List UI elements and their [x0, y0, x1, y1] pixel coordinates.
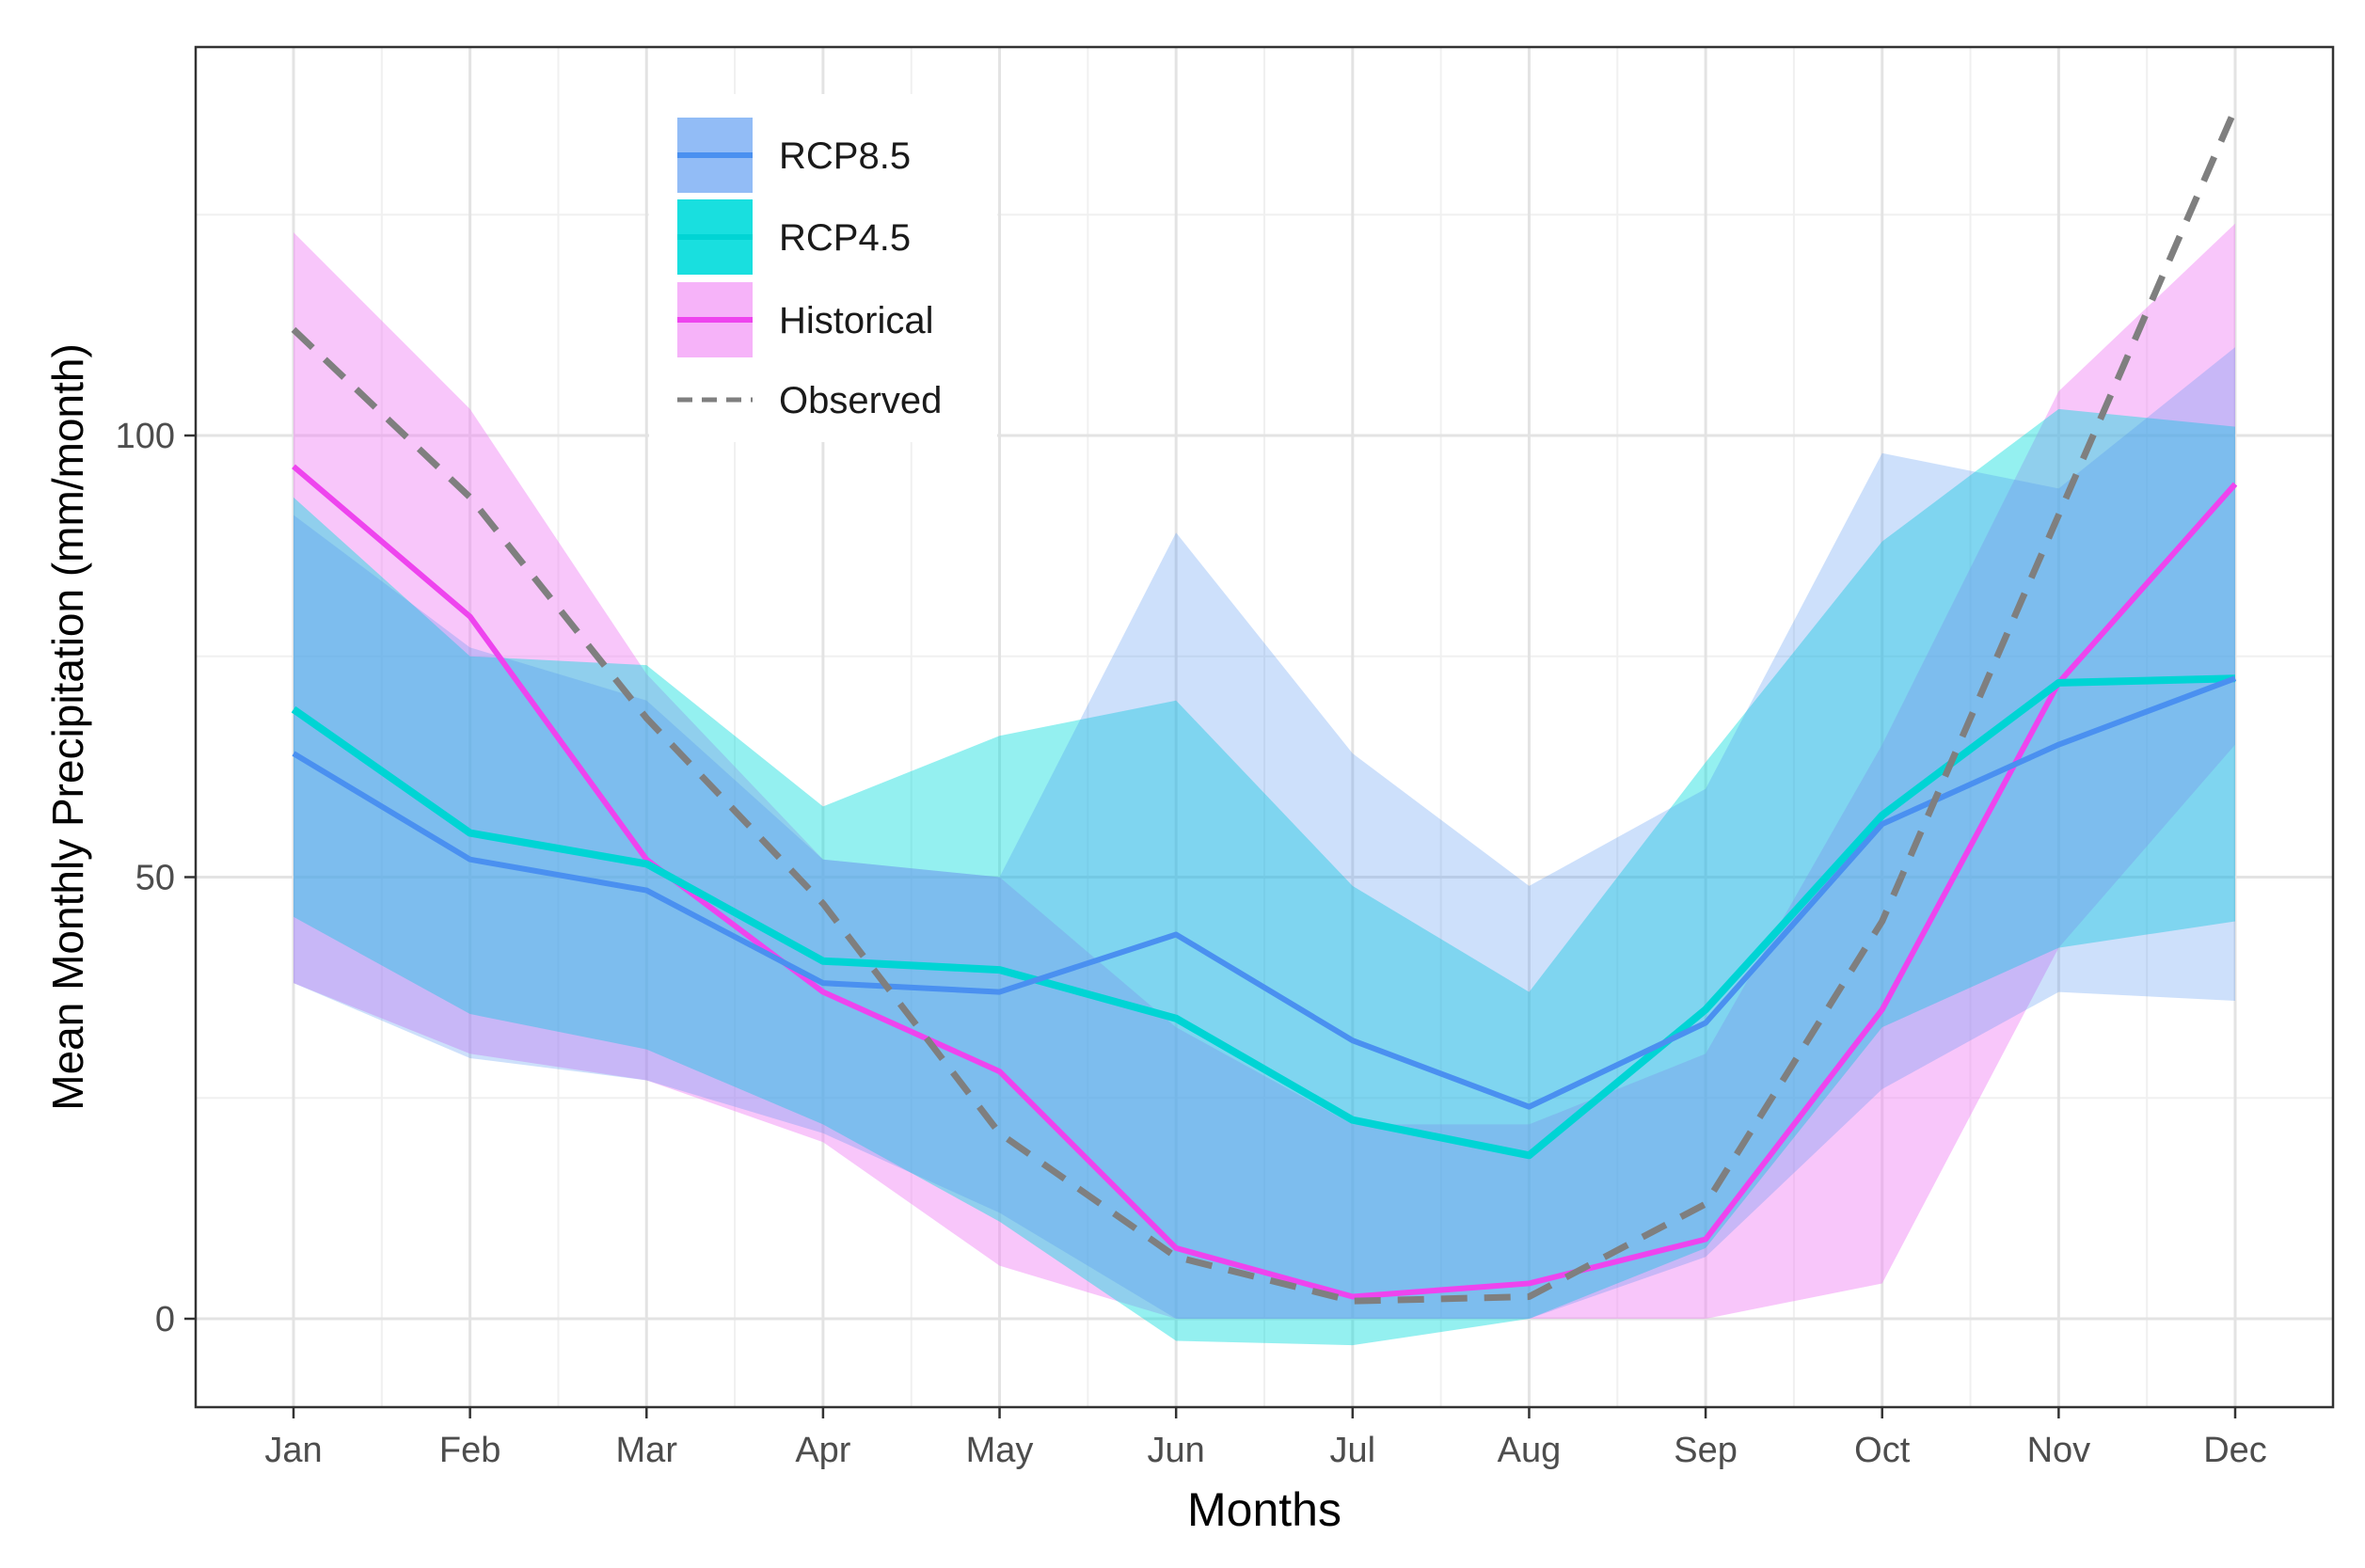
x-tick-label: Apr	[795, 1431, 850, 1470]
line-rcp8-5	[292, 675, 2237, 1110]
x-tick-label: Jul	[1330, 1431, 1376, 1470]
line-observed	[291, 107, 2239, 1305]
x-axis: Jan Feb Mar Apr May Jun Jul Aug Sep Oct Nov Dec	[264, 1407, 2267, 1470]
x-tick-label: Jun	[1148, 1431, 1205, 1470]
x-tick-label: Sep	[1674, 1431, 1738, 1470]
x-tick-label: Feb	[439, 1431, 500, 1470]
legend-historical-label: Historical	[779, 300, 933, 341]
plot-border	[194, 45, 2335, 1409]
x-tick-label: Mar	[616, 1431, 678, 1470]
legend-observed-label: Observed	[779, 380, 942, 421]
uncertainty-bands	[294, 223, 2235, 1346]
band-historical	[294, 223, 2235, 1319]
legend: RCP8.5 RCP4.5 Historical Observed	[649, 94, 997, 442]
line-historical	[292, 464, 2238, 1300]
y-tick-label: 50	[135, 859, 175, 898]
line-rcp4-5	[291, 674, 2236, 1160]
x-tick-label: May	[966, 1431, 1034, 1470]
x-tick-label: Nov	[2027, 1431, 2091, 1470]
band-rcp4-5	[294, 408, 2235, 1346]
x-tick-label: Dec	[2203, 1431, 2267, 1470]
y-axis: 0 50 100	[116, 417, 196, 1339]
x-axis-title: Months	[1187, 1483, 1341, 1536]
legend-rcp4-5-label: RCP4.5	[779, 217, 911, 259]
y-axis-title: Mean Monthly Precipitation (mm/month)	[43, 343, 92, 1111]
x-tick-label: Oct	[1854, 1431, 1911, 1470]
series-lines	[291, 107, 2239, 1305]
y-tick-label: 100	[116, 417, 175, 456]
legend-rcp8-5-label: RCP8.5	[779, 135, 911, 177]
y-tick-label: 0	[155, 1300, 175, 1339]
x-tick-label: Jan	[264, 1431, 322, 1470]
band-rcp8-5	[294, 347, 2235, 1320]
x-tick-label: Aug	[1498, 1431, 1562, 1470]
major-grid	[196, 47, 2333, 1407]
